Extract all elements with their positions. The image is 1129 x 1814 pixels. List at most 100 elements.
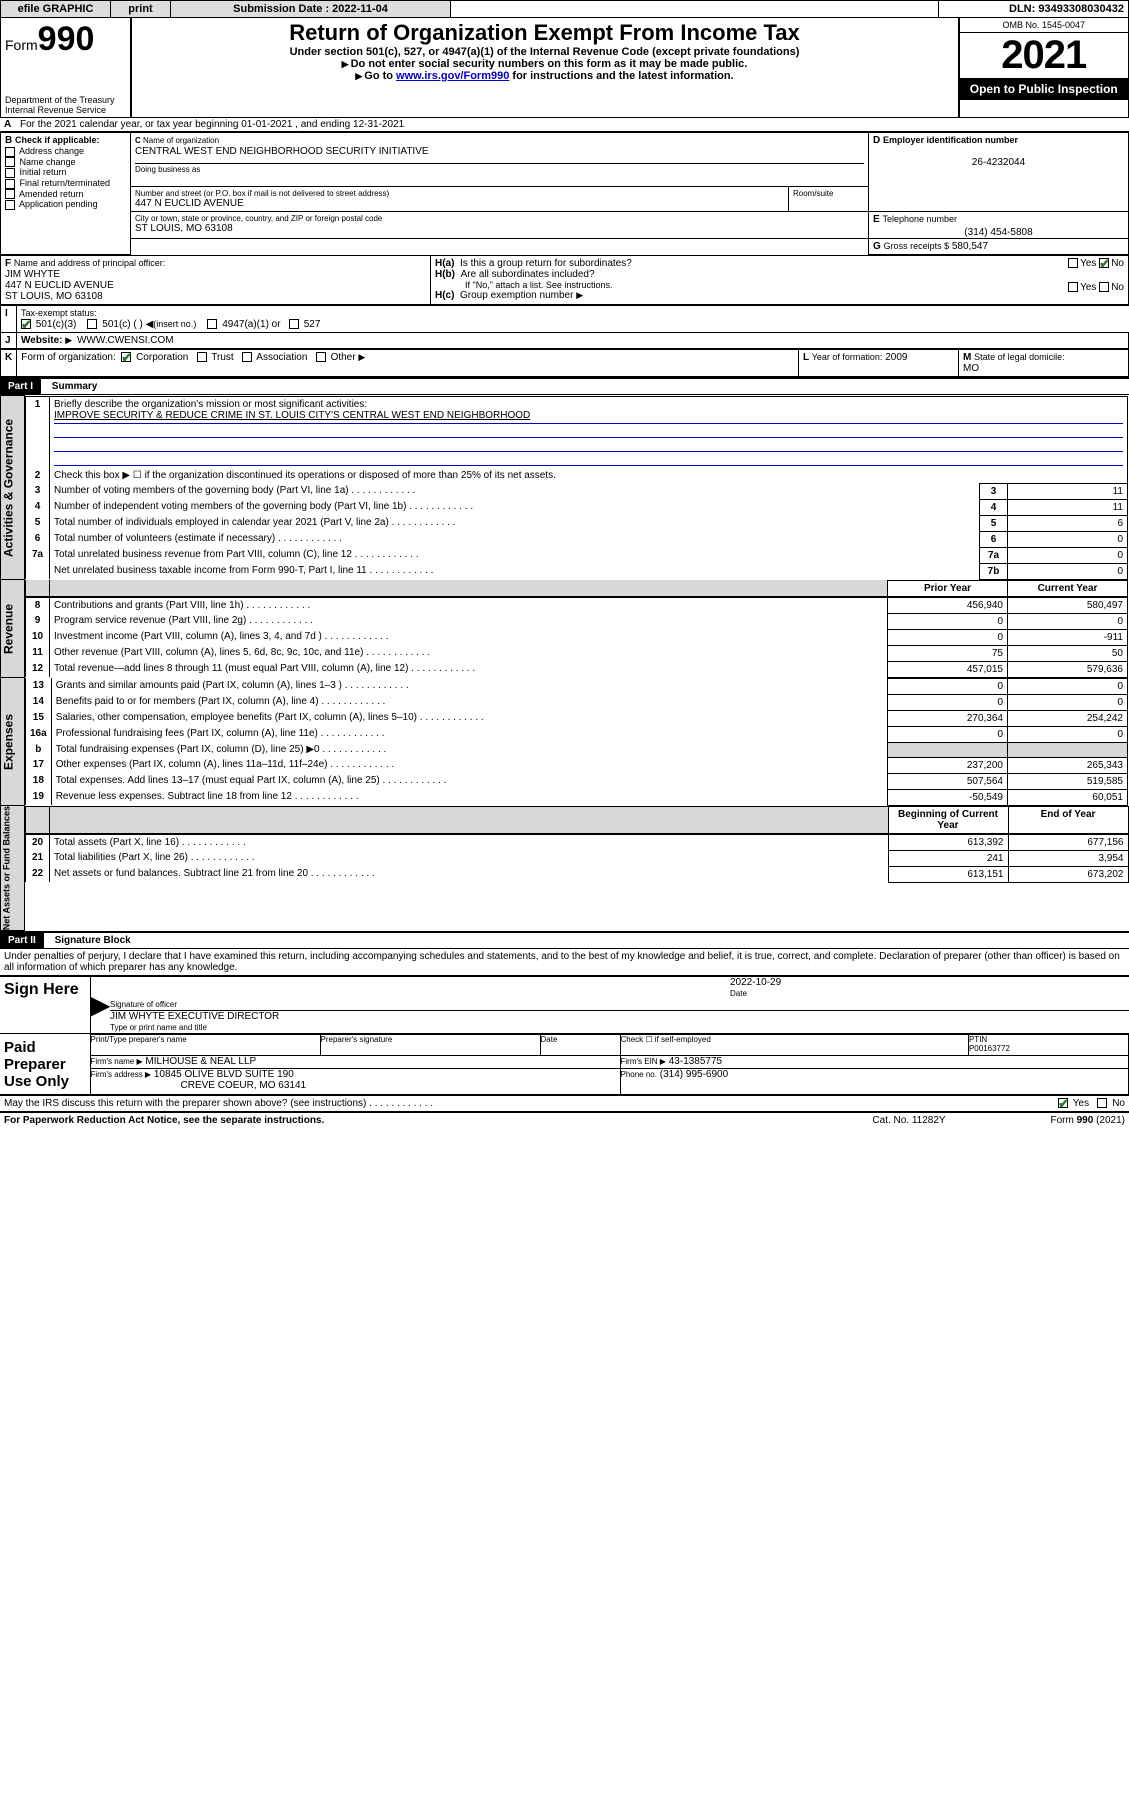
discuss-yes-checkbox[interactable]: [1058, 1098, 1068, 1108]
table-row: 22Net assets or fund balances. Subtract …: [26, 866, 1129, 882]
officer-city: ST LOUIS, MO 63108: [5, 291, 103, 302]
open-to-public: Open to Public Inspection: [960, 78, 1129, 100]
table-row: 20Total assets (Part X, line 16)613,3926…: [26, 834, 1129, 851]
name-change-checkbox[interactable]: [5, 157, 15, 167]
topbar: efile GRAPHIC print Submission Date : 20…: [0, 0, 1129, 18]
table-row: 10Investment income (Part VIII, column (…: [26, 629, 1128, 645]
Hb-yes-label: Yes: [1080, 282, 1096, 293]
line-desc: Total number of volunteers (estimate if …: [50, 531, 980, 547]
print-button[interactable]: print: [111, 1, 171, 18]
line-prior: -50,549: [888, 789, 1008, 805]
line-val: 11: [1008, 483, 1128, 499]
table-row: 14Benefits paid to or for members (Part …: [26, 694, 1128, 710]
other-checkbox[interactable]: [316, 352, 326, 362]
paid-preparer-block: Paid Preparer Use Only Print/Type prepar…: [0, 1034, 1129, 1096]
501c3-checkbox[interactable]: [21, 319, 31, 329]
part2-badge: Part II: [0, 933, 44, 948]
Hb-no-checkbox[interactable]: [1099, 282, 1109, 292]
exp-table: 13Grants and similar amounts paid (Part …: [25, 678, 1128, 806]
line-val: 0: [1008, 531, 1128, 547]
footer-row: For Paperwork Reduction Act Notice, see …: [0, 1113, 1129, 1128]
line-prior: 237,200: [888, 757, 1008, 773]
line-no: 4: [26, 499, 50, 515]
paperwork-notice: For Paperwork Reduction Act Notice, see …: [0, 1113, 829, 1128]
end-year-header: End of Year: [1008, 806, 1128, 834]
app-pending-label: Application pending: [19, 199, 98, 209]
corp-label: Corporation: [136, 352, 188, 363]
form-org-block: K Form of organization: Corporation Trus…: [0, 349, 1129, 377]
line-desc: Other revenue (Part VIII, column (A), li…: [50, 645, 888, 661]
label-J: J: [1, 333, 17, 349]
app-pending-checkbox[interactable]: [5, 200, 15, 210]
dept-irs: Internal Revenue Service: [5, 105, 126, 115]
prior-year-header: Prior Year: [888, 580, 1008, 597]
trust-label: Trust: [211, 352, 233, 363]
instructions-link[interactable]: www.irs.gov/Form990: [396, 70, 509, 82]
signature-field[interactable]: [110, 977, 730, 999]
discuss-yes-label: Yes: [1073, 1098, 1089, 1109]
form-word: Form: [5, 37, 38, 53]
initial-return-label: Initial return: [20, 167, 67, 177]
initial-return-checkbox[interactable]: [5, 168, 15, 178]
line-no: 13: [26, 678, 52, 694]
line-desc: Investment income (Part VIII, column (A)…: [50, 629, 888, 645]
preparer-sig-label: Preparer's signature: [320, 1035, 540, 1056]
table-row: Net unrelated business taxable income fr…: [26, 563, 1128, 579]
discuss-no-checkbox[interactable]: [1097, 1098, 1107, 1108]
goto-post: for instructions and the latest informat…: [509, 70, 733, 82]
line-no: 22: [26, 866, 50, 882]
final-return-checkbox[interactable]: [5, 179, 15, 189]
Ha-no-checkbox[interactable]: [1099, 258, 1109, 268]
4947a1-checkbox[interactable]: [207, 319, 217, 329]
Hb-yes-checkbox[interactable]: [1068, 282, 1078, 292]
discuss-text: May the IRS discuss this return with the…: [4, 1098, 366, 1109]
na-spacer: [26, 806, 50, 834]
phone-value: (314) 454-5808: [869, 227, 1128, 238]
firm-phone-label: Phone no.: [621, 1070, 657, 1079]
na-table: Beginning of Current Year End of Year 20…: [25, 806, 1129, 883]
address-change-checkbox[interactable]: [5, 147, 15, 157]
line-no: 7a: [26, 547, 50, 563]
other-label: Other: [331, 352, 356, 363]
501c-checkbox[interactable]: [87, 319, 97, 329]
tax-year: 2021: [960, 33, 1129, 78]
year-formation-label: Year of formation:: [812, 352, 883, 362]
Ha-yes-checkbox[interactable]: [1068, 258, 1078, 268]
line-prior: 0: [888, 629, 1008, 645]
line-col: 4: [980, 499, 1008, 515]
officer-label: Name and address of principal officer:: [14, 258, 165, 268]
efile-badge: efile GRAPHIC: [1, 1, 111, 18]
vert-expenses: Expenses: [1, 678, 25, 806]
line-no: 6: [26, 531, 50, 547]
line-col: 7b: [980, 563, 1008, 579]
line-val: 0: [1008, 547, 1128, 563]
corp-checkbox[interactable]: [121, 352, 131, 362]
trust-checkbox[interactable]: [197, 352, 207, 362]
line-desc: Total assets (Part X, line 16): [50, 834, 889, 851]
group-return-q: Is this a group return for subordinates?: [460, 258, 632, 269]
paid-preparer-label: Paid Preparer Use Only: [0, 1035, 90, 1095]
rev-spacer: [26, 580, 50, 597]
line-no: 20: [26, 834, 50, 851]
line-current: 0: [1008, 678, 1128, 694]
line-current: 60,051: [1008, 789, 1128, 805]
4947a1-label: 4947(a)(1) or: [222, 319, 280, 330]
dba-label: Doing business as: [135, 163, 864, 174]
amended-return-checkbox[interactable]: [5, 189, 15, 199]
table-row: 3Number of voting members of the governi…: [26, 483, 1128, 499]
form-no-footer: Form 990 (2021): [989, 1113, 1129, 1128]
501c-label: 501(c) ( ): [102, 319, 143, 330]
line-desc: Total fundraising expenses (Part IX, col…: [51, 742, 887, 757]
phone-label: Telephone number: [882, 214, 957, 224]
sig-officer-label: Signature of officer: [110, 1000, 177, 1009]
527-checkbox[interactable]: [289, 319, 299, 329]
assoc-checkbox[interactable]: [242, 352, 252, 362]
line-prior: 0: [888, 726, 1008, 742]
line-no: 18: [26, 773, 52, 789]
sign-here-block: Sign Here ▶ Signature of officer 2022-10…: [0, 975, 1129, 1034]
ptin-label: PTIN: [969, 1035, 987, 1044]
ein-value: 26-4232044: [873, 157, 1124, 168]
firm-ein-value: 43-1385775: [669, 1056, 722, 1067]
table-row: 15Salaries, other compensation, employee…: [26, 710, 1128, 726]
line-prior: 613,392: [888, 834, 1008, 851]
